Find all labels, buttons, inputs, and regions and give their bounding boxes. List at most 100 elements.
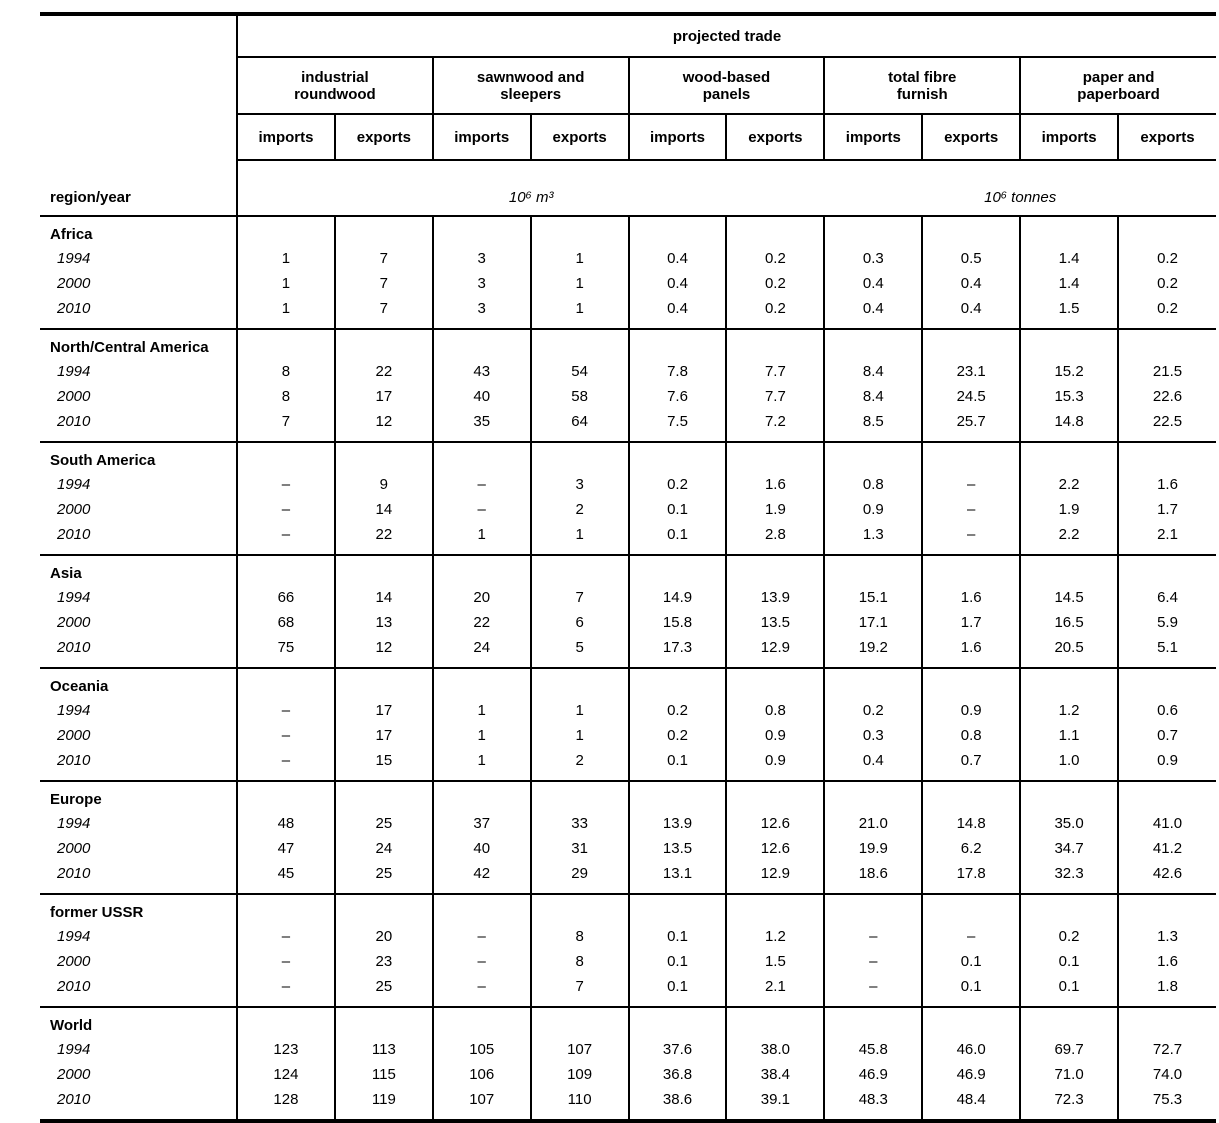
region-name: Africa xyxy=(40,216,238,246)
region-row-spacer-cell xyxy=(431,328,531,359)
value-cell: 0.3 xyxy=(823,723,923,748)
region-name: North/Central America xyxy=(40,328,238,359)
value-cell: 47 xyxy=(277,840,295,857)
value-cell: 0.2 xyxy=(725,271,825,296)
group-header-label: wood-based panels xyxy=(682,68,771,103)
value-cell: – xyxy=(431,472,531,497)
value-cell: 1.5 xyxy=(1019,296,1119,329)
value-cell: 8.4 xyxy=(823,384,923,409)
value-cell: 14 xyxy=(333,497,433,522)
year-label: 2000 xyxy=(40,949,238,974)
value-cell: 24 xyxy=(333,836,433,861)
region-row-spacer-cell xyxy=(237,328,335,359)
year-label: 1994 xyxy=(40,811,238,836)
value-cell: 1.6 xyxy=(921,585,1021,610)
value-cell: 0.1 xyxy=(921,949,1021,974)
value-cell: 109 xyxy=(529,1062,629,1087)
title-row: projected trade xyxy=(40,14,1216,58)
projected-trade-table: projected trade industrial roundwood sawn… xyxy=(40,12,1216,1123)
value-cell: 1 xyxy=(431,522,531,555)
value-cell: 22 xyxy=(333,522,433,555)
units-row: region/year 10⁶ m³ 10⁶ tonnes xyxy=(40,160,1216,217)
value-cell: 0.1 xyxy=(627,497,727,522)
value-cell: 119 xyxy=(333,1087,433,1121)
region-row-spacer-cell xyxy=(1117,780,1216,811)
region-row-spacer-cell xyxy=(529,893,629,924)
value-cell: 0.6 xyxy=(1117,698,1216,723)
region-row-spacer-cell xyxy=(333,1006,433,1037)
region-name: South America xyxy=(40,441,238,472)
value-cell: 48 xyxy=(277,815,295,832)
region-row-spacer-cell xyxy=(333,216,433,246)
group-header-wood-based-panels: wood-based panels xyxy=(627,57,825,115)
value-cell: – xyxy=(281,928,291,945)
value-cell: 25 xyxy=(333,974,433,1007)
region-row-spacer-cell xyxy=(237,216,335,246)
value-cell: 33 xyxy=(529,811,629,836)
region-row-spacer-cell xyxy=(333,893,433,924)
value-cell: 75.3 xyxy=(1117,1087,1216,1121)
value-cell: 0.9 xyxy=(725,748,825,781)
region-row-spacer-cell xyxy=(921,328,1021,359)
value-cell: 75 xyxy=(277,639,295,656)
year-label: 2010 xyxy=(40,748,238,781)
units-label-0: 10⁶ m³ xyxy=(237,160,825,217)
region-row: World xyxy=(40,1006,1216,1037)
value-cell: 46.9 xyxy=(823,1062,923,1087)
value-cell: 43 xyxy=(431,359,531,384)
value-cell: 6 xyxy=(529,610,629,635)
value-cell: 18.6 xyxy=(823,861,923,894)
value-cell: 17.1 xyxy=(823,610,923,635)
region-row-spacer-cell xyxy=(823,667,923,698)
sub-row-stub xyxy=(40,114,238,160)
value-cell: – xyxy=(823,924,923,949)
value-cell: 0.8 xyxy=(725,698,825,723)
year-label: 2000 xyxy=(40,497,238,522)
value-cell: 17 xyxy=(333,723,433,748)
value-cell: 0.1 xyxy=(627,522,727,555)
value-cell: – xyxy=(431,974,531,1007)
value-cell: 0.9 xyxy=(823,497,923,522)
value-cell: 12.9 xyxy=(725,861,825,894)
region-row-spacer-cell xyxy=(237,667,335,698)
region-row-spacer-cell xyxy=(921,1006,1021,1037)
value-cell: 0.4 xyxy=(921,296,1021,329)
value-cell: 41.2 xyxy=(1117,836,1216,861)
data-row: 1994 8 22 43 54 7.8 7.7 8.4 23.1 15.2 21.5 xyxy=(40,359,1216,384)
region-row-spacer-cell xyxy=(1019,554,1119,585)
value-cell: 0.2 xyxy=(1019,924,1119,949)
region-row-spacer-cell xyxy=(431,216,531,246)
value-cell: 25 xyxy=(333,811,433,836)
value-cell: 7 xyxy=(529,974,629,1007)
value-cell: 1.6 xyxy=(1117,949,1216,974)
region-row-spacer-cell xyxy=(627,554,727,585)
region-row-spacer-cell xyxy=(333,328,433,359)
region-row: North/Central America xyxy=(40,328,1216,359)
value-cell: 74.0 xyxy=(1117,1062,1216,1087)
value-cell: 25.7 xyxy=(921,409,1021,442)
subcolumn-header-row: imports exports imports exports imports expor… xyxy=(40,114,1216,161)
data-row: 1994–17 1 1 0.2 0.8 0.2 0.9 1.2 0.6 xyxy=(40,698,1216,723)
year-label: 2000 xyxy=(40,610,238,635)
region-row-spacer-cell xyxy=(627,893,727,924)
value-cell: 0.7 xyxy=(1117,723,1216,748)
value-cell: 23 xyxy=(333,949,433,974)
value-cell: 40 xyxy=(431,836,531,861)
data-row: 2000 8 17 40 58 7.6 7.7 8.4 24.5 15.3 22.6 xyxy=(40,384,1216,409)
region-row-spacer-cell xyxy=(725,216,825,246)
value-cell: 1.2 xyxy=(1019,698,1119,723)
region-row: Africa xyxy=(40,216,1216,246)
title-row-stub xyxy=(40,14,238,57)
data-row: 2000–23–8 0.1 1.5–0.1 0.1 1.6 xyxy=(40,949,1216,974)
value-cell: 38.6 xyxy=(627,1087,727,1121)
data-row: 2010–25–7 0.1 2.1–0.1 0.1 1.8 xyxy=(40,974,1216,1007)
value-cell: 1.1 xyxy=(1019,723,1119,748)
value-cell: 8 xyxy=(529,949,629,974)
value-cell: 38.4 xyxy=(725,1062,825,1087)
data-row: 2010 128 119 107 110 38.6 39.1 48.3 48.4 72.3 75.3 xyxy=(40,1087,1216,1121)
value-cell: 1 xyxy=(431,748,531,781)
year-label: 2010 xyxy=(40,296,238,329)
value-cell: 36.8 xyxy=(627,1062,727,1087)
region-row-spacer-cell xyxy=(627,216,727,246)
year-label: 2000 xyxy=(40,1062,238,1087)
